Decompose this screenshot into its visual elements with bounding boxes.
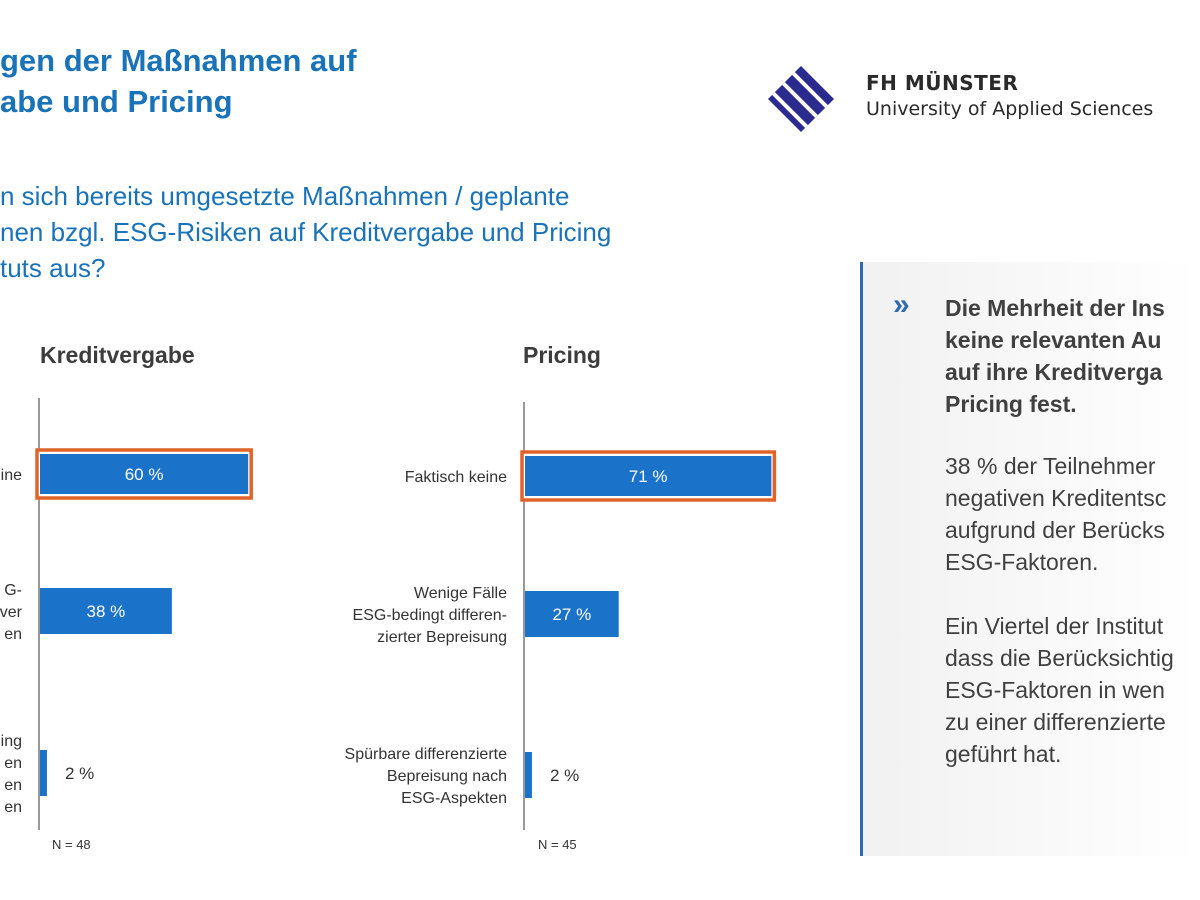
survey-question-line: n sich bereits umgesetzte Maßnahmen / ge… (0, 181, 570, 211)
category-label: en (4, 755, 22, 772)
summary-paragraph-line: 38 % der Teilnehmer (945, 453, 1156, 479)
category-label: Bepreisung nach (387, 768, 507, 785)
summary-paragraph-line: geführt hat. (945, 741, 1062, 767)
category-label: en (4, 777, 22, 794)
bar-value-label: 71 % (629, 467, 668, 486)
bar (40, 750, 47, 796)
category-label: en (4, 626, 22, 643)
category-label: ESG-bedingt differen- (353, 607, 507, 624)
summary-paragraph-line: ESG-Faktoren in wen (945, 677, 1165, 703)
logo-name: FH MÜNSTER (866, 71, 1019, 95)
survey-question-line: tuts aus? (0, 253, 106, 283)
category-label: G- (4, 582, 22, 599)
survey-question-line: nen bzgl. ESG-Risiken auf Kreditvergabe … (0, 217, 612, 247)
category-label: Spürbare differenzierte (345, 746, 508, 763)
chart-title-pricing: Pricing (523, 342, 601, 368)
category-label: ine (1, 467, 22, 484)
summary-headline-line: keine relevanten Au (945, 327, 1162, 353)
bar-value-label: 27 % (552, 605, 591, 624)
category-label: ESG-Aspekten (401, 790, 507, 807)
summary-paragraph-line: dass die Berücksichtig (945, 645, 1174, 671)
summary-headline-line: Die Mehrheit der Ins (945, 295, 1165, 321)
bar-charts: 60 % ine 38 % G-ver en 2 % ing en en en 71 % Faktis… (0, 398, 777, 830)
category-label: Faktisch keine (405, 469, 507, 486)
summary-paragraph-1: 38 % der Teilnehmer negativen Kreditents… (945, 450, 1166, 578)
sample-size-kreditvergabe: N = 48 (52, 837, 91, 852)
summary-paragraph-line: aufgrund der Berücks (945, 517, 1165, 543)
bar-value-label: 2 % (65, 764, 94, 783)
slide-title: gen der Maßnahmen auf abe und Pricing (0, 40, 357, 122)
category-label: Wenige Fälle (414, 585, 507, 602)
category-label: en (4, 799, 22, 816)
slide-title-line: abe und Pricing (0, 84, 233, 119)
double-chevron-right-icon: » (893, 288, 910, 321)
summary-paragraph-line: zu einer differenzierte (945, 709, 1166, 735)
category-label: ver (0, 604, 23, 621)
summary-headline-line: auf ihre Kreditverga (945, 359, 1163, 385)
bar (525, 752, 532, 798)
slide-title-line: gen der Maßnahmen auf (0, 43, 357, 78)
logo-subtitle: University of Applied Sciences (866, 98, 1154, 120)
fh-muenster-logo-icon (768, 66, 834, 132)
chart-title-kreditvergabe: Kreditvergabe (40, 342, 195, 368)
bar-value-label: 60 % (125, 465, 164, 484)
bar-value-label: 38 % (87, 602, 126, 621)
survey-question: n sich bereits umgesetzte Maßnahmen / ge… (0, 178, 611, 286)
summary-paragraph-line: negativen Kreditentsc (945, 485, 1167, 511)
bar (525, 591, 619, 637)
bar-value-label: 2 % (550, 766, 579, 785)
summary-headline-line: Pricing fest. (945, 391, 1077, 417)
category-label: ing (1, 733, 22, 750)
bar (40, 454, 249, 494)
bar (525, 456, 772, 496)
sample-size-pricing: N = 45 (538, 837, 577, 852)
category-label: zierter Bepreisung (377, 629, 507, 646)
summary-paragraph-line: ESG-Faktoren. (945, 549, 1099, 575)
summary-panel: » Die Mehrheit der Ins keine relevanten … (860, 262, 1200, 856)
summary-paragraph-line: Ein Viertel der Institut (945, 613, 1164, 639)
summary-paragraph-2: Ein Viertel der Institut dass die Berück… (945, 610, 1174, 770)
bar (40, 588, 172, 634)
summary-headline: Die Mehrheit der Ins keine relevanten Au… (945, 292, 1165, 420)
